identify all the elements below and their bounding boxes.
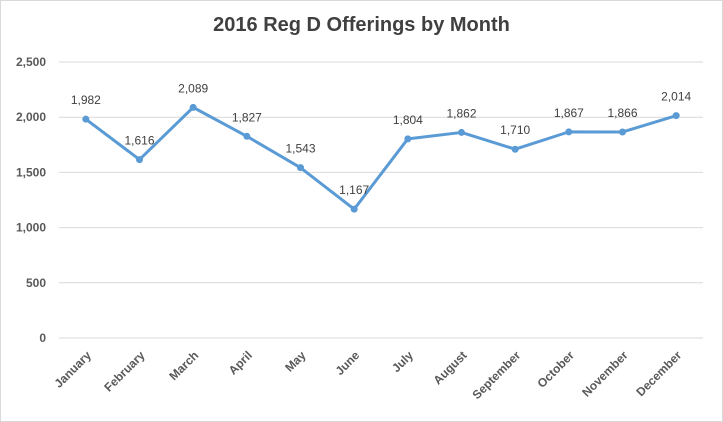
x-tick-label: November: [579, 348, 631, 400]
series-line: [84, 105, 678, 211]
y-tick-label: 0: [39, 331, 46, 345]
data-label: 1,827: [232, 110, 262, 124]
x-tick-label: May: [282, 348, 309, 375]
data-point: [458, 128, 465, 136]
y-tick-label: 500: [26, 276, 46, 290]
x-tick-label: December: [633, 348, 684, 399]
data-point: [511, 145, 519, 153]
data-point: [136, 156, 143, 164]
y-tick-label: 1,500: [16, 165, 46, 179]
x-tick-label: July: [389, 348, 416, 375]
data-point: [243, 132, 251, 140]
data-label: 2,014: [661, 90, 691, 104]
data-point: [297, 164, 304, 172]
data-label: 1,982: [71, 93, 101, 107]
y-tick-label: 1,000: [16, 221, 46, 235]
data-label: 1,616: [124, 134, 154, 148]
x-tick-label: October: [535, 348, 578, 391]
x-tick-label: September: [470, 348, 524, 402]
data-point: [672, 112, 680, 120]
x-tick-label: August: [430, 348, 469, 387]
data-label: 1,862: [446, 106, 476, 120]
data-label: 1,710: [500, 123, 530, 137]
x-tick-label: April: [226, 348, 255, 377]
data-point: [82, 115, 90, 123]
data-label: 1,167: [339, 183, 369, 197]
x-tick-label: January: [52, 348, 95, 391]
y-tick-label: 2,000: [16, 110, 46, 124]
data-label: 1,866: [607, 106, 637, 120]
x-tick-label: February: [101, 348, 147, 394]
data-label: 2,089: [178, 81, 208, 95]
data-point: [189, 103, 197, 111]
data-label: 1,543: [285, 142, 315, 156]
data-point: [404, 135, 412, 143]
chart-title: 2016 Reg D Offerings by Month: [213, 14, 510, 36]
x-tick-label: March: [166, 348, 201, 383]
x-tick-label: June: [333, 348, 363, 378]
data-point: [619, 128, 626, 136]
data-label: 1,867: [554, 106, 584, 120]
y-tick-label: 2,500: [16, 55, 46, 69]
data-point: [350, 205, 358, 213]
data-point: [565, 128, 573, 136]
data-label: 1,804: [393, 113, 423, 127]
